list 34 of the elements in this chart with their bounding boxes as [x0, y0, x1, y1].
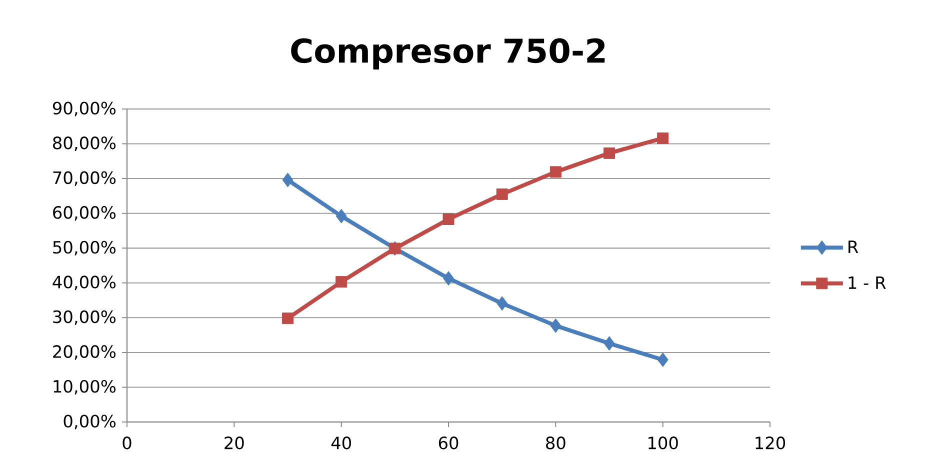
chart-title: Compresor 750-2 — [291, 38, 605, 70]
point — [604, 147, 616, 159]
point — [550, 166, 562, 178]
y-tick-label: 80,00% — [53, 136, 116, 152]
point — [604, 336, 615, 351]
y-tick-label: 90,00% — [52, 102, 116, 116]
y-tick-label: 50,00% — [53, 240, 116, 256]
x-tick-label: 20 — [224, 436, 244, 450]
point — [282, 312, 294, 324]
x-tick-label: 80 — [546, 436, 566, 450]
x-tick-label: 60 — [438, 436, 458, 450]
point — [496, 188, 508, 200]
point — [657, 132, 669, 144]
point — [336, 276, 348, 288]
y-tick-label: 20,00% — [53, 345, 116, 360]
y-tick-label: 0,00% — [64, 414, 116, 430]
point — [657, 352, 668, 367]
point — [496, 296, 508, 311]
legend-label: R — [848, 240, 858, 254]
x-tick-label: 120 — [756, 436, 786, 450]
x-tick-label: 40 — [331, 436, 351, 450]
y-tick-label: 60,00% — [53, 206, 116, 221]
point — [442, 213, 454, 225]
y-tick-label: 70,00% — [53, 171, 116, 186]
x-tick-label: 0 — [122, 436, 132, 450]
point — [443, 271, 454, 286]
x-tick-label: 100 — [648, 436, 678, 450]
y-tick-label: 40,00% — [52, 276, 116, 290]
point — [550, 318, 562, 333]
y-tick-label: 10,00% — [54, 380, 116, 394]
point — [282, 172, 294, 188]
y-tick-label: 30,00% — [53, 310, 116, 325]
point — [336, 208, 347, 224]
legend-label: 1 - R — [848, 276, 886, 289]
